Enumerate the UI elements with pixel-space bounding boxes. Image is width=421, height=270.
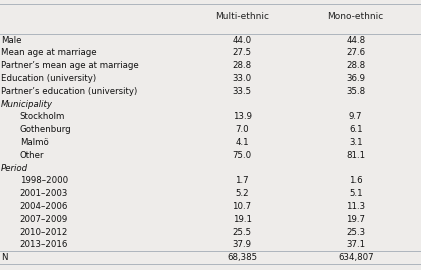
Text: Partner’s mean age at marriage: Partner’s mean age at marriage: [1, 61, 139, 70]
Text: 2004–2006: 2004–2006: [20, 202, 68, 211]
Text: Period: Period: [1, 164, 28, 173]
Text: 81.1: 81.1: [346, 151, 365, 160]
Text: Male: Male: [1, 36, 21, 45]
Text: 75.0: 75.0: [232, 151, 252, 160]
Text: Mean age at marriage: Mean age at marriage: [1, 48, 96, 58]
Text: 1.7: 1.7: [235, 176, 249, 185]
Text: 3.1: 3.1: [349, 138, 362, 147]
Text: 9.7: 9.7: [349, 112, 362, 122]
Text: 11.3: 11.3: [346, 202, 365, 211]
Text: 634,807: 634,807: [338, 253, 373, 262]
Text: 37.1: 37.1: [346, 240, 365, 249]
Text: 25.3: 25.3: [346, 228, 365, 237]
Text: Education (university): Education (university): [1, 74, 96, 83]
Text: 5.2: 5.2: [235, 189, 249, 198]
Text: 2007–2009: 2007–2009: [20, 215, 68, 224]
Text: 2010–2012: 2010–2012: [20, 228, 68, 237]
Text: Mono-ethnic: Mono-ethnic: [328, 12, 384, 21]
Text: 13.9: 13.9: [232, 112, 252, 122]
Text: Malmö: Malmö: [20, 138, 48, 147]
Text: 33.5: 33.5: [232, 87, 252, 96]
Text: 35.8: 35.8: [346, 87, 365, 96]
Text: Other: Other: [20, 151, 44, 160]
Text: 1998–2000: 1998–2000: [20, 176, 68, 185]
Text: 6.1: 6.1: [349, 125, 362, 134]
Text: 19.1: 19.1: [232, 215, 252, 224]
Text: 68,385: 68,385: [227, 253, 257, 262]
Text: 27.5: 27.5: [232, 48, 252, 58]
Text: 44.0: 44.0: [232, 36, 252, 45]
Text: 28.8: 28.8: [232, 61, 252, 70]
Text: Partner’s education (university): Partner’s education (university): [1, 87, 137, 96]
Text: 5.1: 5.1: [349, 189, 362, 198]
Text: 10.7: 10.7: [232, 202, 252, 211]
Text: 7.0: 7.0: [235, 125, 249, 134]
Text: 2001–2003: 2001–2003: [20, 189, 68, 198]
Text: Gothenburg: Gothenburg: [20, 125, 72, 134]
Text: Stockholm: Stockholm: [20, 112, 65, 122]
Text: 25.5: 25.5: [232, 228, 252, 237]
Text: 37.9: 37.9: [232, 240, 252, 249]
Text: 33.0: 33.0: [232, 74, 252, 83]
Text: 36.9: 36.9: [346, 74, 365, 83]
Text: 44.8: 44.8: [346, 36, 365, 45]
Text: 28.8: 28.8: [346, 61, 365, 70]
Text: 19.7: 19.7: [346, 215, 365, 224]
Text: 4.1: 4.1: [235, 138, 249, 147]
Text: 27.6: 27.6: [346, 48, 365, 58]
Text: Municipality: Municipality: [1, 100, 53, 109]
Text: 2013–2016: 2013–2016: [20, 240, 68, 249]
Text: 1.6: 1.6: [349, 176, 362, 185]
Text: N: N: [1, 253, 7, 262]
Text: Multi-ethnic: Multi-ethnic: [215, 12, 269, 21]
